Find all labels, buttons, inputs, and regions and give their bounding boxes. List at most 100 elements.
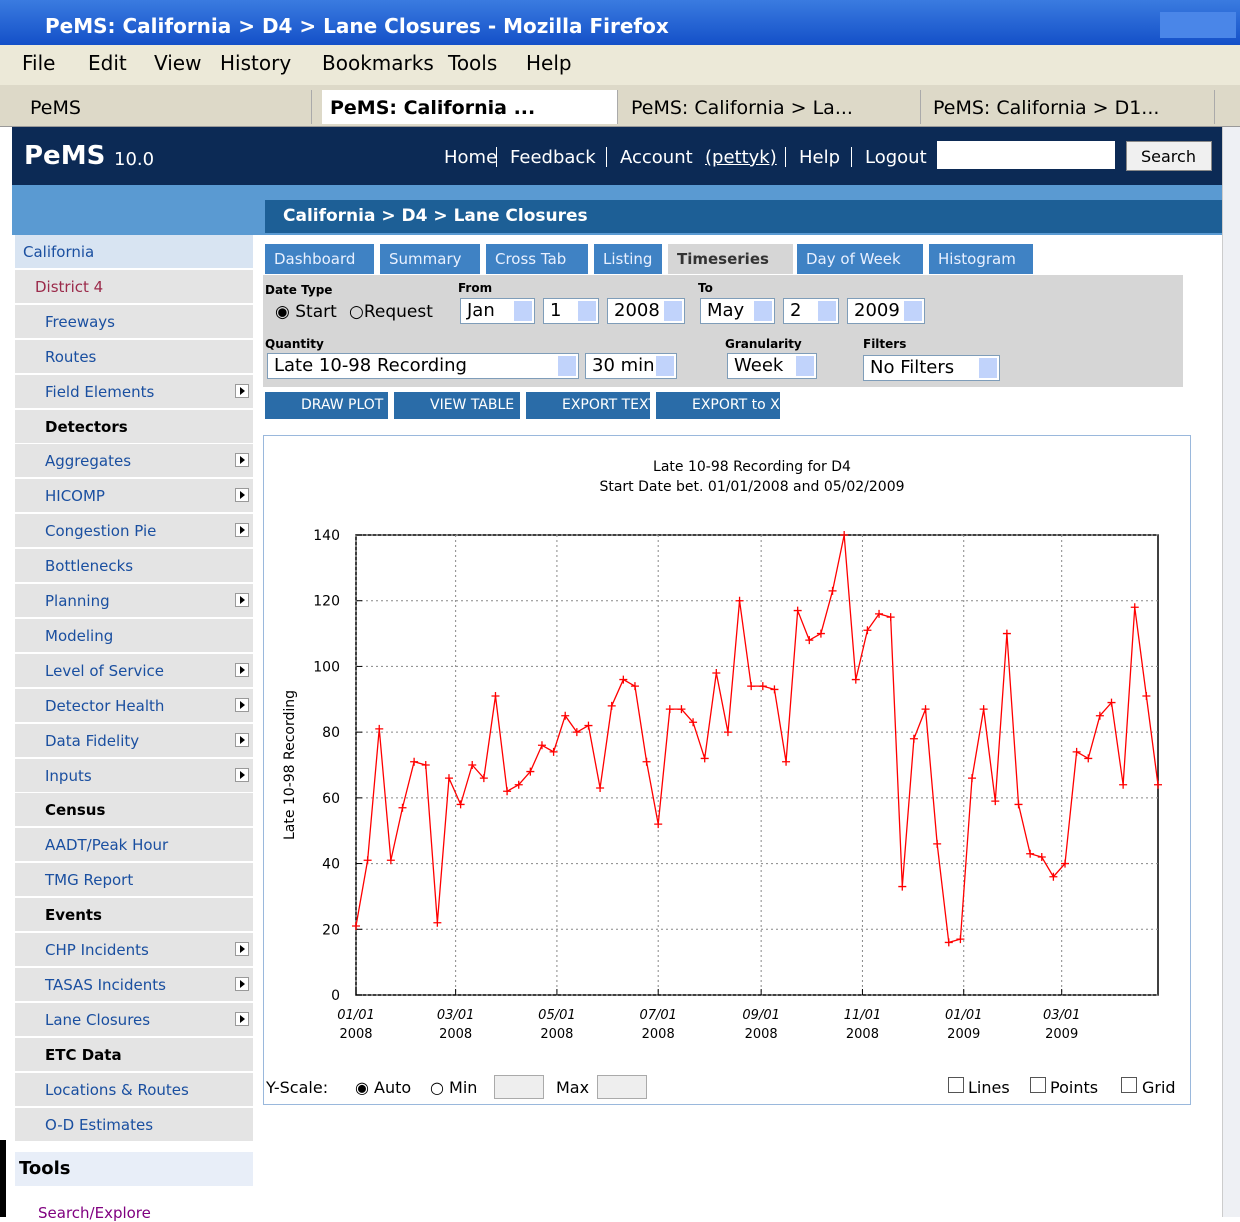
max-input[interactable]	[597, 1075, 647, 1099]
sidebar-item[interactable]: O-D Estimates	[15, 1107, 253, 1141]
sidebar-item[interactable]: Locations & Routes	[15, 1072, 253, 1106]
nav-link[interactable]: Help	[799, 147, 841, 168]
sidebar-item[interactable]: TMG Report	[15, 863, 253, 897]
checkbox[interactable]	[948, 1077, 964, 1093]
select[interactable]: No Filters	[863, 355, 1000, 381]
data-point	[363, 856, 372, 865]
menu-item[interactable]: Tools	[448, 51, 498, 75]
sidebar-item[interactable]: Level of Service	[15, 653, 253, 687]
module-tab[interactable]: Cross Tab	[486, 244, 588, 274]
radio[interactable]: ○Request	[349, 302, 433, 322]
version: 10.0	[114, 149, 155, 170]
min-input[interactable]	[494, 1075, 544, 1099]
sidebar-item[interactable]: Congestion Pie	[15, 514, 253, 548]
submenu-arrow[interactable]	[235, 488, 249, 503]
select[interactable]: 2008	[607, 298, 685, 324]
select[interactable]: 30 min	[585, 353, 677, 379]
sidebar-item[interactable]: Data Fidelity	[15, 723, 253, 757]
sidebar-item[interactable]: District 4	[15, 269, 253, 303]
x-tick-label: 01/01	[945, 1008, 982, 1023]
module-tab[interactable]: Day of Week	[797, 244, 923, 274]
radio[interactable]: ◉ Start	[275, 302, 337, 322]
submenu-arrow[interactable]	[235, 942, 249, 956]
sidebar-item[interactable]: AADT/Peak Hour	[15, 828, 253, 862]
browser-tab[interactable]: PeMS: California > La...	[623, 90, 921, 124]
button[interactable]: DRAW PLOT	[265, 392, 388, 419]
submenu-arrow[interactable]	[235, 767, 249, 782]
select[interactable]: Week	[727, 353, 817, 379]
radio[interactable]: ○ Min	[430, 1078, 478, 1097]
sidebar-item[interactable]: Inputs	[15, 758, 253, 792]
menu-item[interactable]: Help	[526, 51, 572, 75]
select[interactable]: 2	[783, 298, 839, 324]
nav-link[interactable]: Home	[444, 147, 498, 168]
search-input[interactable]	[937, 141, 1115, 169]
data-point	[828, 586, 837, 595]
select[interactable]: 1	[543, 298, 599, 324]
sidebar-item[interactable]: Modeling	[15, 618, 253, 652]
checkbox[interactable]	[1030, 1077, 1046, 1093]
module-tab[interactable]: Dashboard	[265, 244, 374, 274]
submenu-arrow[interactable]	[235, 523, 249, 538]
menu-item[interactable]: Edit	[88, 51, 127, 75]
submenu-arrow[interactable]	[235, 697, 249, 712]
select[interactable]: 2009	[847, 298, 925, 324]
sidebar-item[interactable]: Planning	[15, 584, 253, 617]
site-header: PeMS 10.0 Home Feedback Account (pettyk) Hel…	[12, 127, 1222, 185]
submenu-arrow[interactable]	[235, 593, 249, 607]
submenu-arrow[interactable]	[235, 453, 249, 468]
menu-item[interactable]: History	[220, 51, 292, 75]
data-point	[444, 774, 453, 783]
module-tab[interactable]: Histogram	[929, 244, 1033, 274]
submenu-arrow[interactable]	[235, 383, 249, 398]
nav-link[interactable]: Feedback	[510, 147, 596, 168]
window-controls[interactable]	[1160, 12, 1236, 38]
sidebar-item[interactable]: Bottlenecks	[15, 549, 253, 583]
logo[interactable]: PeMS	[24, 141, 106, 171]
select[interactable]: Late 10-98 Recording	[267, 353, 579, 379]
data-point	[723, 728, 732, 737]
submenu-arrow[interactable]	[235, 732, 249, 747]
sidebar-item[interactable]: Aggregates	[15, 444, 253, 478]
sidebar-item[interactable]: TASAS Incidents	[15, 967, 253, 1001]
module-tab[interactable]: Timeseries	[668, 244, 793, 274]
menu-item[interactable]: File	[22, 51, 56, 75]
sidebar-item[interactable]: HICOMP	[15, 479, 253, 513]
browser-tab[interactable]: PeMS: California > D1...	[925, 90, 1215, 124]
sidebar-item[interactable]: Routes	[15, 339, 253, 373]
tools-link[interactable]: Search/Explore	[38, 1204, 151, 1222]
module-tab[interactable]: Summary	[380, 244, 480, 274]
sidebar-item[interactable]: Freeways	[15, 304, 253, 338]
data-point	[514, 780, 523, 789]
sidebar-item[interactable]: Field Elements	[15, 374, 253, 408]
submenu-arrow[interactable]	[235, 662, 249, 677]
account-user[interactable]: (pettyk)	[705, 147, 777, 168]
menu-item[interactable]: View	[154, 51, 202, 75]
menu-item[interactable]: Bookmarks	[322, 51, 434, 75]
radio[interactable]: ◉ Auto	[355, 1078, 412, 1097]
select[interactable]: Jan	[460, 298, 535, 324]
button[interactable]: EXPORT to XLS	[656, 392, 796, 419]
scrollbar[interactable]	[1222, 127, 1240, 1217]
checkbox[interactable]	[1121, 1077, 1137, 1093]
sidebar-item[interactable]: Lane Closures	[15, 1002, 253, 1036]
button[interactable]: VIEW TABLE	[394, 392, 520, 419]
label: Grid	[1142, 1078, 1176, 1097]
select[interactable]: May	[700, 298, 775, 324]
sidebar-item[interactable]: Detector Health	[15, 688, 253, 722]
module-tab[interactable]: Listing	[594, 244, 662, 274]
sidebar-item[interactable]: CHP Incidents	[15, 933, 253, 966]
sidebar-item[interactable]: California	[15, 235, 253, 268]
submenu-arrow[interactable]	[235, 976, 249, 991]
nav-link[interactable]: Account	[620, 147, 693, 168]
browser-tab[interactable]: PeMS: California ...	[322, 90, 618, 124]
separator	[851, 147, 852, 167]
data-line	[355, 534, 1159, 944]
submenu-arrow[interactable]	[235, 1011, 249, 1026]
nav-link[interactable]: Logout	[865, 147, 927, 168]
sidebar-item: Census	[15, 793, 253, 827]
button[interactable]: EXPORT TEXT	[526, 392, 657, 419]
search-button[interactable]: Search	[1126, 141, 1212, 171]
browser-tab[interactable]: PeMS	[22, 90, 312, 124]
